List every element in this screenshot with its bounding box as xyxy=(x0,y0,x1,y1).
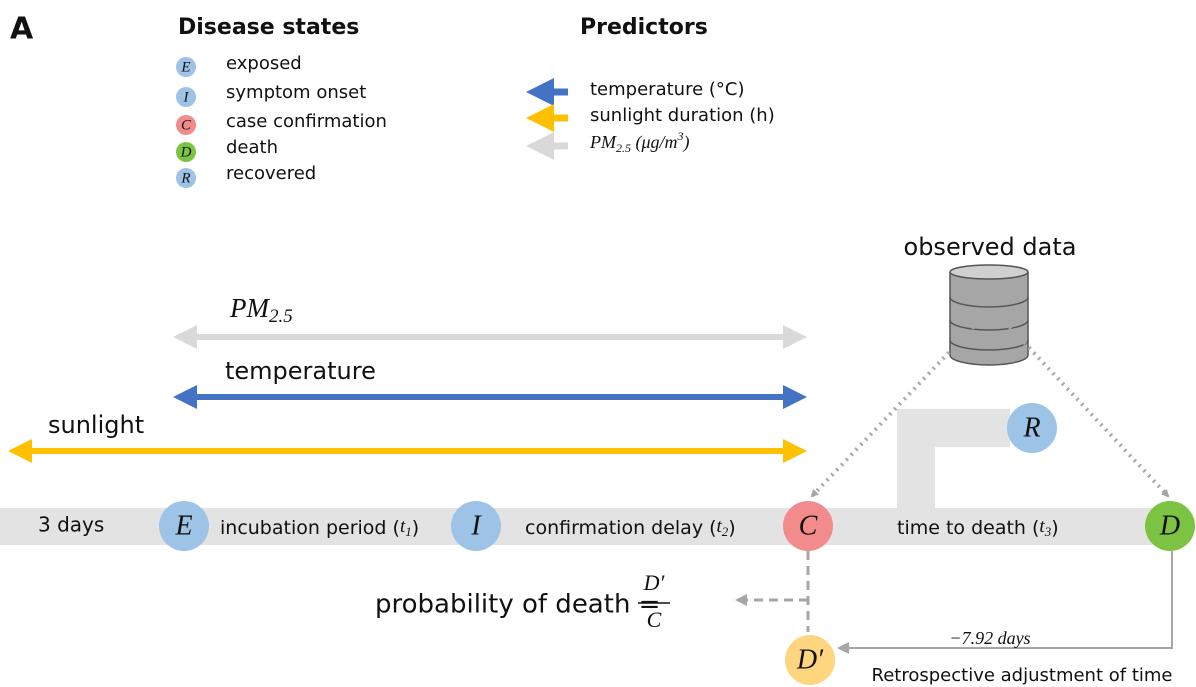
node-circle xyxy=(451,501,501,551)
interval-close: ) xyxy=(412,517,419,539)
legend-states: E exposed I symptom onset C case confirm… xyxy=(176,53,387,188)
node-circle xyxy=(1007,403,1057,453)
legend-title: Disease states xyxy=(178,15,359,40)
legend-label: temperature (°C) xyxy=(590,79,744,100)
legend-dot xyxy=(176,87,196,107)
math-sup: 3 xyxy=(677,129,684,143)
math-sub: 2.5 xyxy=(616,141,631,155)
timeline-start: 3 days xyxy=(38,513,104,537)
fraction-numerator: D′ xyxy=(643,570,666,595)
node-label: C xyxy=(799,510,818,541)
nodes: E I C D R D′ xyxy=(159,403,1195,685)
interval-text: time to death ( xyxy=(897,517,1039,539)
legend-label: case confirmation xyxy=(226,111,387,132)
math-var: t xyxy=(717,516,723,537)
recovery-branch xyxy=(897,409,1010,510)
adjustment-label: Retrospective adjustment of time xyxy=(872,665,1173,686)
legend-label: exposed xyxy=(226,53,302,74)
math-var: t xyxy=(400,516,406,537)
math-close: ) xyxy=(683,132,690,153)
interval-label: incubation period (t1) xyxy=(220,516,419,539)
probability-label: probability of death = xyxy=(375,590,660,620)
legend-symbol: E xyxy=(180,59,190,75)
adjustment-link xyxy=(837,551,1173,654)
math-sub: 1 xyxy=(405,524,412,539)
legend-label: symptom onset xyxy=(226,82,366,103)
math-sub: 2.5 xyxy=(269,306,293,327)
node-label: E xyxy=(174,510,192,541)
interval-label: time to death (t3) xyxy=(897,516,1059,539)
exposure-label: sunlight xyxy=(48,411,144,439)
math-sub: 3 xyxy=(1044,524,1052,539)
data-link xyxy=(1003,320,1170,498)
panel-label: A xyxy=(10,12,34,47)
math-unit: (μg/m xyxy=(631,132,678,153)
legend-dot xyxy=(176,57,196,77)
database-icon xyxy=(949,264,1029,366)
legend-title: Predictors xyxy=(580,15,708,40)
exposure-label: temperature xyxy=(225,357,376,385)
legend-label: PM2.5 (μg/m3) xyxy=(589,129,690,155)
legend-label: death xyxy=(226,137,278,158)
node-label: D xyxy=(1159,510,1180,541)
interval-close: ) xyxy=(1051,517,1058,539)
exposure-label: PM2.5 xyxy=(229,293,293,327)
adjustment-value: −7.92 days xyxy=(949,628,1030,648)
legend-symbol: I xyxy=(183,89,190,105)
legend-label: sunlight duration (h) xyxy=(590,105,775,126)
legend-dot xyxy=(176,142,196,162)
node-label: I xyxy=(470,510,482,541)
node-circle xyxy=(783,501,833,551)
node-circle xyxy=(785,635,835,685)
database-label: observed data xyxy=(904,233,1077,261)
math-var: t xyxy=(1039,516,1045,537)
data-link xyxy=(810,320,980,498)
legend-symbol: D xyxy=(180,144,192,160)
node-label: D′ xyxy=(796,644,824,675)
math-var: PM xyxy=(589,132,617,152)
interval-label: confirmation delay (t2) xyxy=(525,516,736,539)
interval-close: ) xyxy=(728,517,735,539)
node-circle xyxy=(1145,501,1195,551)
legend-dot xyxy=(176,115,196,135)
fraction-denominator: C xyxy=(647,607,662,632)
node-circle xyxy=(159,501,209,551)
interval-text: confirmation delay ( xyxy=(525,517,717,539)
legend-symbol: R xyxy=(180,170,190,186)
math-sub: 2 xyxy=(722,524,729,539)
node-label: R xyxy=(1022,412,1040,443)
math-var: PM xyxy=(229,293,270,323)
legend-symbol: C xyxy=(181,117,192,133)
legend-label: recovered xyxy=(226,163,316,184)
legend-dot xyxy=(176,168,196,188)
interval-text: incubation period ( xyxy=(220,517,400,539)
